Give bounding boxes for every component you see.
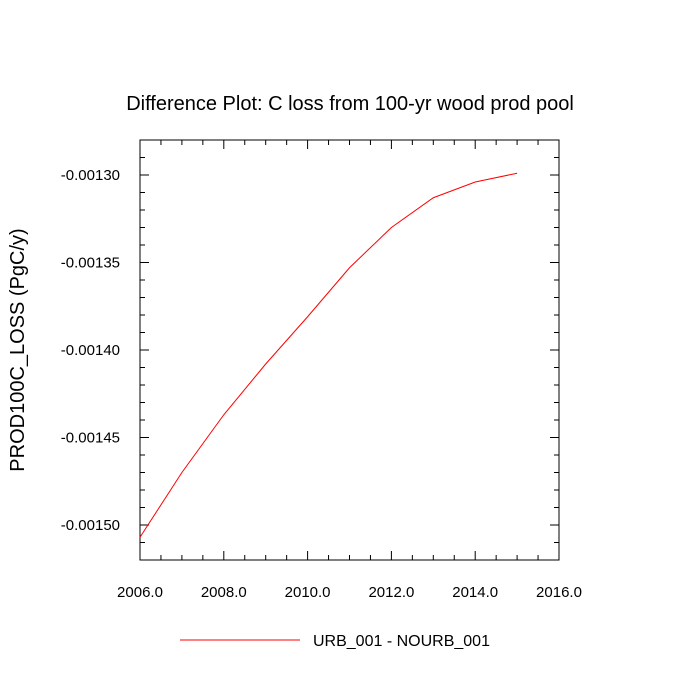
chart-title: Difference Plot: C loss from 100-yr wood… (126, 93, 574, 115)
legend-label: URB_001 - NOURB_001 (313, 633, 490, 650)
plot-frame (139, 139, 560, 561)
y-tick-label: -0.00140 (61, 342, 120, 359)
y-axis-label: PROD100C_LOSS (PgC/y) (7, 228, 29, 471)
x-tick-label: 2012.0 (368, 584, 414, 601)
x-tick-label: 2016.0 (536, 584, 582, 601)
y-tick-label: -0.00150 (61, 517, 120, 534)
y-tick-label: -0.00145 (61, 430, 120, 447)
plot-lines (139, 172, 518, 538)
y-tick-label: -0.00130 (61, 167, 120, 184)
series-line-0 (139, 172, 518, 538)
legend: URB_001 - NOURB_001 (180, 633, 490, 650)
axes: 2006.0 2008.0 2010.0 2012.0 2014.0 2016.0 -0.0… (61, 139, 582, 601)
x-tick-label: 2008.0 (201, 584, 247, 601)
x-tick-label: 2014.0 (452, 584, 498, 601)
y-tick-label: -0.00135 (61, 255, 120, 272)
x-tick-label: 2006.0 (117, 584, 163, 601)
x-tick-label: 2010.0 (285, 584, 331, 601)
